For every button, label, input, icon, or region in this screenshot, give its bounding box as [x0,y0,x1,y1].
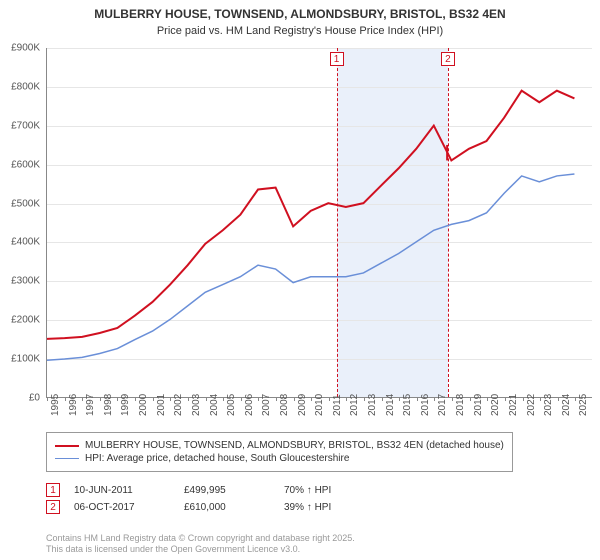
line-plot [47,48,592,397]
x-axis-label: 1997 [85,394,96,416]
legend-label: MULBERRY HOUSE, TOWNSEND, ALMONDSBURY, B… [85,440,504,451]
y-axis-label: £700K [0,120,44,131]
marker-vs-hpi: 70% ↑ HPI [284,485,394,496]
y-axis-label: £600K [0,159,44,170]
x-axis-label: 2003 [191,394,202,416]
y-axis-label: £400K [0,237,44,248]
series-hpi [47,174,574,360]
marker-index-box: 2 [46,500,60,514]
x-axis-label: 2006 [244,394,255,416]
series-price_paid [47,91,574,339]
x-axis-label: 2015 [402,394,413,416]
legend-swatch [55,445,79,447]
legend-item-hpi: HPI: Average price, detached house, Sout… [55,453,504,464]
sale-markers-table: 1 10-JUN-2011£499,99570% ↑ HPI 2 06-OCT-201… [46,480,394,517]
sale-marker-row: 1 10-JUN-2011£499,99570% ↑ HPI [46,483,394,497]
x-axis-label: 2024 [561,394,572,416]
x-axis-label: 1999 [120,394,131,416]
marker-date: 06-OCT-2017 [74,502,184,513]
sale-marker-row: 2 06-OCT-2017£610,00039% ↑ HPI [46,500,394,514]
legend-item-price-paid: MULBERRY HOUSE, TOWNSEND, ALMONDSBURY, B… [55,440,504,451]
footnote: Contains HM Land Registry data © Crown c… [46,533,355,556]
x-axis-label: 2020 [490,394,501,416]
x-axis-label: 2018 [455,394,466,416]
x-axis-label: 2022 [526,394,537,416]
x-axis-label: 2009 [297,394,308,416]
chart-subtitle: Price paid vs. HM Land Registry's House … [0,25,600,43]
x-axis-label: 2019 [473,394,484,416]
footnote-line: This data is licensed under the Open Gov… [46,544,355,556]
x-axis-label: 2016 [420,394,431,416]
y-axis-label: £200K [0,315,44,326]
x-axis-label: 2004 [209,394,220,416]
x-axis-label: 2023 [543,394,554,416]
x-axis-label: 2010 [314,394,325,416]
x-axis-label: 2011 [332,394,343,416]
x-axis-label: 2008 [279,394,290,416]
x-axis-label: 2013 [367,394,378,416]
chart-area: 12 1995199619971998199920002001200220032… [46,48,592,398]
x-axis-label: 1998 [103,394,114,416]
x-axis-label: 1996 [68,394,79,416]
y-axis-label: £0 [0,393,44,404]
y-axis-label: £900K [0,43,44,54]
footnote-line: Contains HM Land Registry data © Crown c… [46,533,355,545]
marker-vs-hpi: 39% ↑ HPI [284,502,394,513]
legend-swatch [55,458,79,460]
chart-title: MULBERRY HOUSE, TOWNSEND, ALMONDSBURY, B… [0,0,600,25]
x-axis-label: 2001 [156,394,167,416]
x-axis-label: 2017 [437,394,448,416]
y-axis-label: £800K [0,81,44,92]
x-axis-label: 2002 [173,394,184,416]
y-axis-label: £100K [0,354,44,365]
x-axis-label: 1995 [50,394,61,416]
marker-index-box: 1 [46,483,60,497]
marker-price: £610,000 [184,502,284,513]
x-axis-label: 2014 [385,394,396,416]
y-axis-label: £300K [0,276,44,287]
legend-label: HPI: Average price, detached house, Sout… [85,453,349,464]
x-axis-label: 2007 [261,394,272,416]
marker-date: 10-JUN-2011 [74,485,184,496]
x-axis-label: 2012 [349,394,360,416]
marker-price: £499,995 [184,485,284,496]
legend: MULBERRY HOUSE, TOWNSEND, ALMONDSBURY, B… [46,432,513,472]
x-axis-label: 2021 [508,394,519,416]
x-axis-label: 2005 [226,394,237,416]
x-axis-label: 2000 [138,394,149,416]
y-axis-label: £500K [0,198,44,209]
x-axis-label: 2025 [578,394,589,416]
